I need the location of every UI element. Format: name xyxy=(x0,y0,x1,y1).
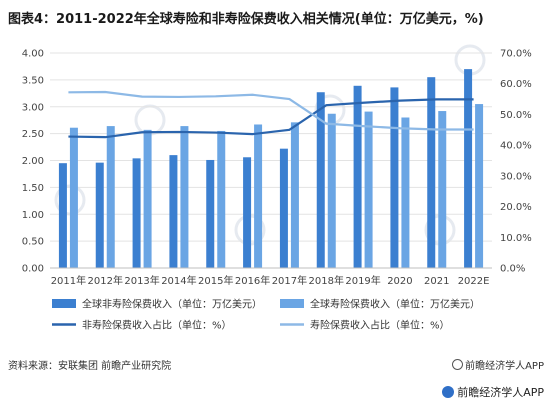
y-left-tick-label: 2.00 xyxy=(22,156,44,167)
legend-label: 非寿险保费收入占比（单位：%） xyxy=(82,319,232,332)
watermark-label: 前瞻经济学人APP xyxy=(465,361,544,372)
bar-life xyxy=(69,127,78,269)
bar-series xyxy=(58,69,484,269)
y-right-tick-label: 70.0% xyxy=(500,49,532,60)
y-axis-left: 0.00 0.50 1.00 1.50 2.00 2.50 3.00 3.50 4.00 xyxy=(22,49,44,275)
bar-life xyxy=(401,117,410,268)
x-tick-label: 2017年 xyxy=(272,274,307,287)
line-life-share xyxy=(68,90,474,131)
y-right-tick-label: 40.0% xyxy=(500,141,532,152)
bar-life xyxy=(364,111,373,269)
line-non-life-share xyxy=(68,98,474,139)
x-tick-label: 2020 xyxy=(387,276,412,287)
y-left-tick-label: 0.50 xyxy=(22,237,44,248)
x-axis: 2011年 2012年 2013年 2014年 2015年 2016年 2017年 2018年… xyxy=(50,267,492,287)
bar-non-life xyxy=(279,148,288,268)
y-right-tick-label: 50.0% xyxy=(500,110,532,121)
footer-brand[interactable]: 前瞻经济学人APP xyxy=(442,384,544,400)
x-tick-label: 2019年 xyxy=(345,274,380,287)
y-right-tick-label: 20.0% xyxy=(500,202,532,213)
bar-non-life xyxy=(316,92,325,268)
bar-life xyxy=(290,122,299,269)
bar-non-life xyxy=(243,157,252,268)
watermark-text: 前瞻经济学人APP xyxy=(452,357,544,372)
bar-life xyxy=(143,129,152,268)
y-right-tick-label: 60.0% xyxy=(500,79,532,90)
y-left-tick-label: 4.00 xyxy=(22,49,44,60)
bar-life xyxy=(254,124,263,268)
bar-life xyxy=(327,113,336,268)
bar-life xyxy=(180,126,189,268)
legend-swatch-bar xyxy=(280,299,304,308)
y-right-tick-label: 30.0% xyxy=(500,171,532,182)
footer-brand-label: 前瞻经济学人APP xyxy=(457,386,544,399)
line-series xyxy=(68,90,474,139)
x-tick-label: 2021 xyxy=(424,276,449,287)
y-left-tick-label: 1.50 xyxy=(22,183,44,194)
y-left-tick-label: 1.00 xyxy=(22,210,44,221)
brand-logo-icon xyxy=(452,359,464,370)
y-left-tick-label: 2.50 xyxy=(22,129,44,140)
y-axis-right: 0.0% 10.0% 20.0% 30.0% 40.0% 50.0% 60.0% 70.0% xyxy=(500,49,532,275)
legend-label: 全球寿险保费收入（单位：万亿美元） xyxy=(310,298,480,311)
x-tick-label: 2012年 xyxy=(88,274,123,287)
bar-non-life xyxy=(95,162,104,268)
combo-chart: 0.00 0.50 1.00 1.50 2.00 2.50 3.00 3.50 4.00 0.0… xyxy=(22,44,532,332)
x-tick-label: 2016年 xyxy=(235,274,270,287)
bar-life xyxy=(217,130,226,268)
bar-life xyxy=(438,111,447,268)
legend-label: 全球非寿险保费收入（单位：万亿美元） xyxy=(82,298,262,311)
y-right-tick-label: 0.0% xyxy=(500,264,525,275)
footer-bar: 前瞻经济学人APP xyxy=(0,378,554,404)
legend-label: 寿险保费收入占比（单位：%） xyxy=(310,319,450,332)
x-tick-label: 2018年 xyxy=(309,274,344,287)
bar-non-life xyxy=(464,69,473,268)
watermark-mark xyxy=(134,104,166,136)
y-right-tick-label: 10.0% xyxy=(500,233,532,244)
bar-non-life xyxy=(390,87,399,269)
x-tick-label: 2014年 xyxy=(161,274,196,287)
source-note: 资料来源：安联集团 前瞻产业研究院 xyxy=(8,361,172,372)
bar-non-life xyxy=(132,158,141,268)
bar-non-life xyxy=(169,155,178,268)
x-tick-label: 2015年 xyxy=(198,274,233,287)
bar-non-life xyxy=(206,159,215,268)
x-tick-label: 2011年 xyxy=(51,274,86,287)
y-left-tick-label: 0.00 xyxy=(22,264,44,275)
legend: 全球非寿险保费收入（单位：万亿美元） 全球寿险保费收入（单位：万亿美元） 非寿险保费… xyxy=(52,298,480,332)
bar-life xyxy=(475,104,484,268)
y-left-tick-label: 3.00 xyxy=(22,102,44,113)
bar-non-life xyxy=(58,163,67,268)
x-tick-label: 2022E xyxy=(458,276,490,287)
y-left-tick-label: 3.50 xyxy=(22,75,44,86)
x-tick-label: 2013年 xyxy=(124,274,159,287)
bar-non-life xyxy=(353,85,362,268)
bar-life xyxy=(106,126,115,268)
chart-title: 图表4：2011-2022年全球寿险和非寿险保费收入相关情况(单位：万亿美元，%… xyxy=(8,12,484,27)
app-logo-icon xyxy=(442,386,455,398)
bar-non-life xyxy=(427,77,436,268)
legend-swatch-bar xyxy=(52,299,76,308)
